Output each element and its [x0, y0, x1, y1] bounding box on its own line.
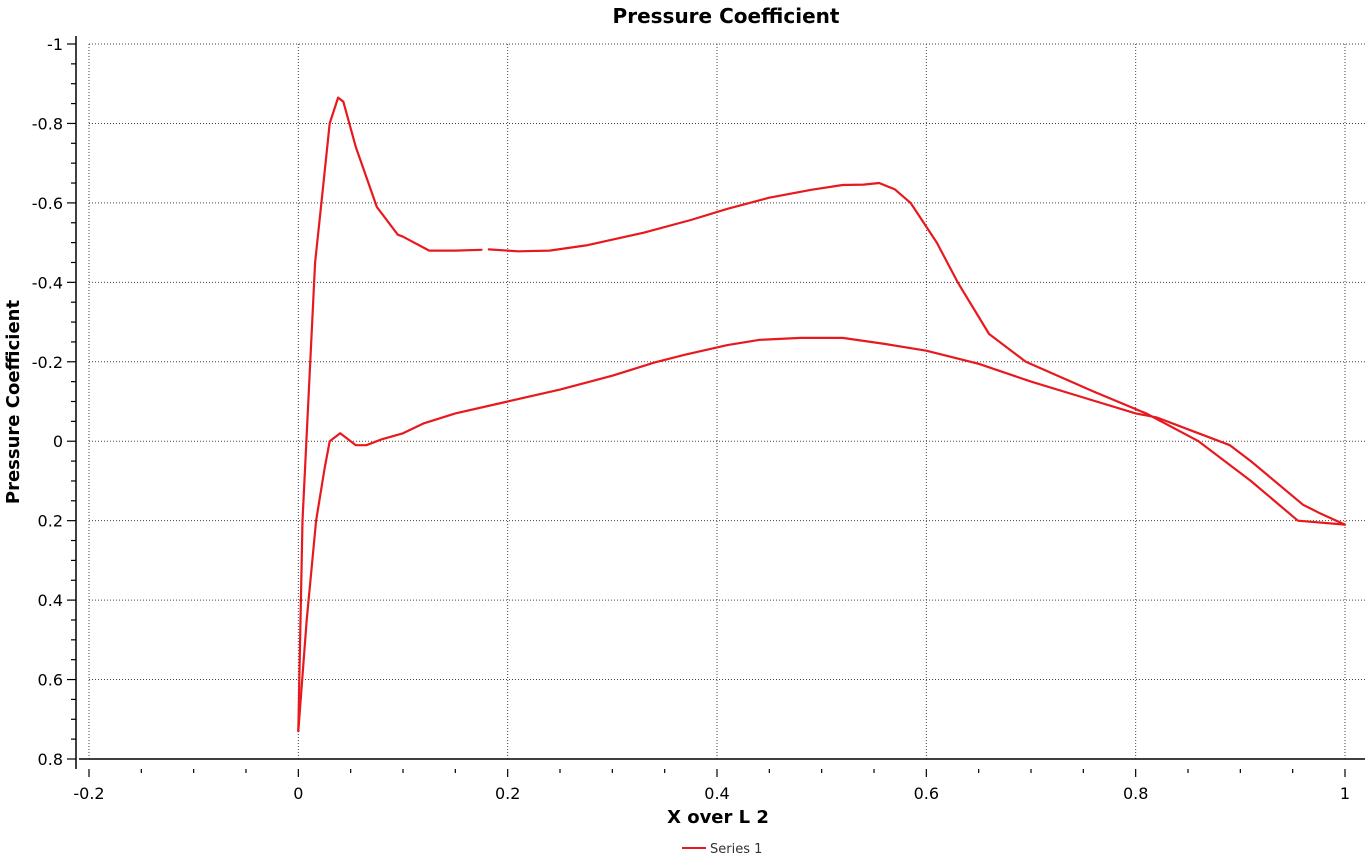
series-line — [297, 96, 483, 733]
y-tick-label: -0.4 — [32, 273, 63, 292]
x-tick-label: 0.8 — [1123, 784, 1148, 803]
y-tick-label: 0.8 — [38, 750, 63, 769]
x-tick-label: 0.2 — [495, 784, 520, 803]
y-tick-label: -0.8 — [32, 114, 63, 133]
y-tick-label: -0.6 — [32, 194, 63, 213]
legend-label: Series 1 — [710, 842, 762, 857]
y-axis-label: Pressure Coefficient — [3, 300, 24, 505]
y-tick-label: 0.6 — [38, 671, 63, 690]
x-axis-label: X over L 2 — [667, 807, 769, 828]
y-tick-label: 0.2 — [38, 512, 63, 531]
series-layer — [297, 96, 1347, 733]
y-tick-label: 0.4 — [38, 591, 63, 610]
tick-labels: -0.2 0 0.2 0.4 0.6 0.8 1 -1 -0.8 -0.6 -0.4 -0.2 0 0.2… — [32, 35, 1350, 803]
chart-title: Pressure Coefficient — [613, 4, 840, 28]
grid-layer — [88, 43, 1365, 760]
series-line — [487, 181, 1347, 526]
x-tick-label: 0 — [293, 784, 303, 803]
y-tick-label: -1 — [47, 35, 63, 54]
x-tick-label: 0.4 — [704, 784, 729, 803]
x-tick-label: 0.6 — [914, 784, 939, 803]
legend[interactable]: Series 1 — [682, 842, 762, 857]
series-line — [297, 336, 1347, 733]
x-tick-label: 1 — [1340, 784, 1350, 803]
x-tick-label: -0.2 — [73, 784, 104, 803]
y-tick-label: -0.2 — [32, 353, 63, 372]
axes-layer — [67, 36, 1365, 777]
y-tick-label: 0 — [53, 432, 63, 451]
